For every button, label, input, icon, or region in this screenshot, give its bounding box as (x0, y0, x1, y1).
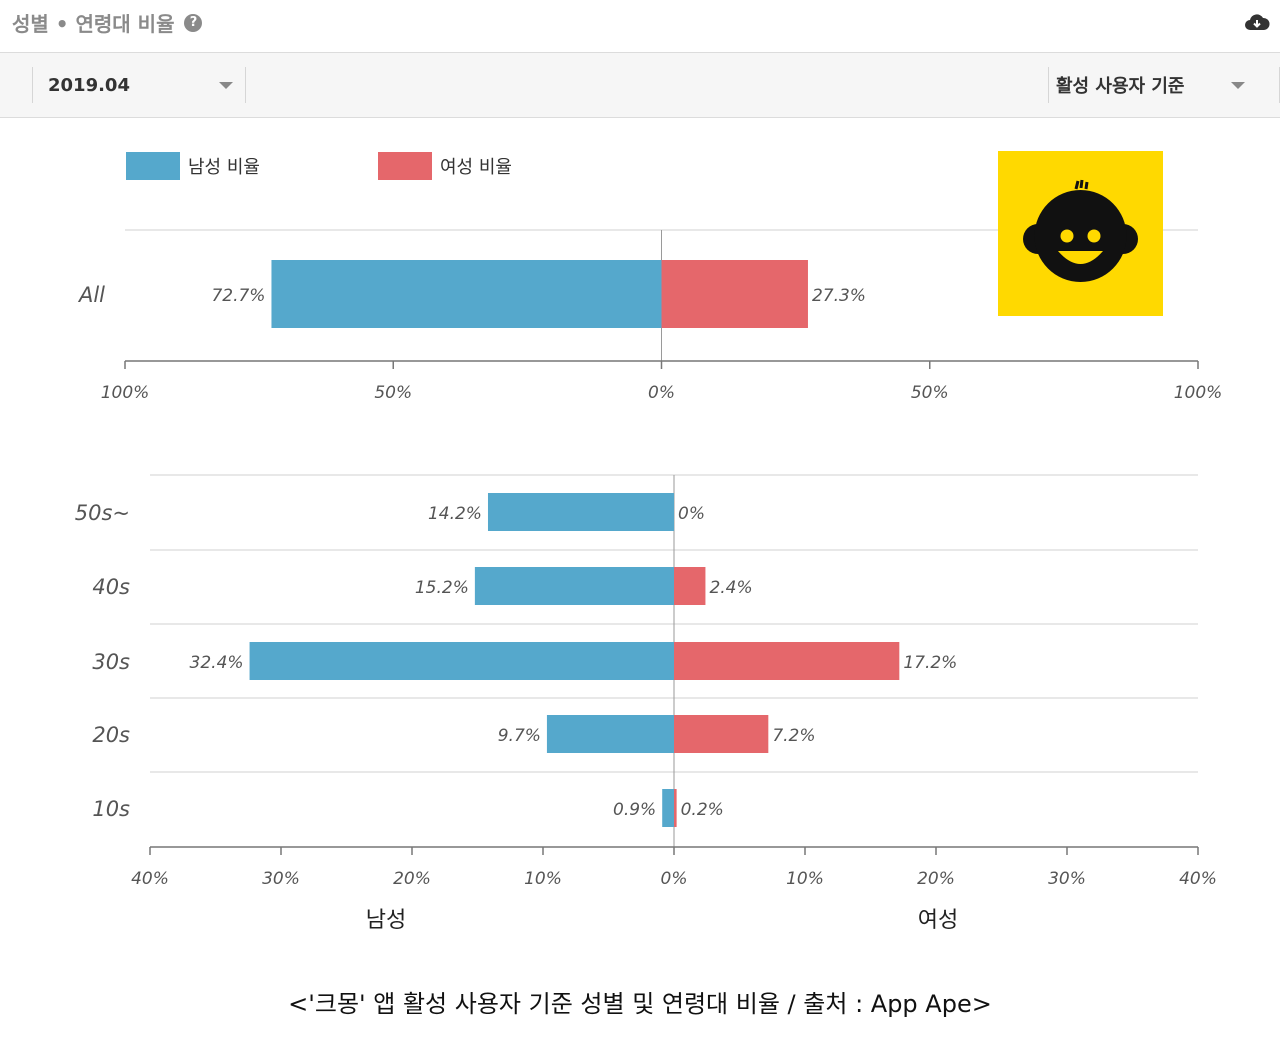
toolbar-divider (1048, 67, 1049, 103)
kmong-logo (998, 151, 1163, 316)
x-tick-label: 0% (648, 383, 675, 403)
bar-female (674, 642, 900, 680)
x-tick-label: 50% (374, 383, 412, 403)
category-label: 50s~ (75, 501, 130, 525)
bar-female (661, 260, 808, 328)
toolbar-divider (32, 67, 33, 103)
data-label-female: 27.3% (812, 286, 866, 306)
chevron-down-icon (1231, 82, 1245, 89)
category-label: 20s (92, 723, 130, 747)
figure-caption: <'크몽' 앱 활성 사용자 기준 성별 및 연령대 비율 / 출처 : App… (288, 990, 992, 1018)
panel-title: 성별 • 연령대 비율 ? (12, 8, 203, 37)
side-label: 여성 (918, 908, 958, 933)
bar-male (271, 260, 662, 328)
data-label-male: 72.7% (211, 286, 265, 306)
legend-label: 여성 비율 (440, 157, 512, 178)
bar-male (474, 567, 674, 605)
period-select-value: 2019.04 (48, 74, 130, 96)
x-tick-label: 30% (1048, 869, 1086, 889)
chevron-down-icon (219, 82, 233, 89)
category-label: 30s (92, 650, 130, 674)
data-label-female: 2.4% (709, 578, 752, 598)
data-label-female: 7.2% (772, 726, 815, 746)
side-label: 남성 (366, 908, 406, 933)
data-label-male: 15.2% (415, 578, 469, 598)
help-icon[interactable]: ? (184, 13, 203, 32)
data-label-female: 0% (678, 504, 705, 524)
data-label-female: 17.2% (903, 653, 957, 673)
bar-male (249, 642, 674, 680)
panel-title-text: 성별 • 연령대 비율 (12, 12, 175, 36)
category-label: 10s (92, 797, 130, 821)
bar-male (662, 789, 674, 827)
x-tick-label: 0% (661, 869, 688, 889)
legend-label: 남성 비율 (188, 157, 260, 178)
data-label-female: 0.2% (681, 800, 724, 820)
filter-toolbar: 2019.04 활성 사용자 기준 (0, 53, 1280, 118)
x-tick-label: 10% (786, 869, 824, 889)
panel-header: 성별 • 연령대 비율 ? (0, 0, 1280, 53)
bar-male (487, 493, 674, 531)
data-label-male: 9.7% (498, 726, 541, 746)
x-tick-label: 20% (917, 869, 955, 889)
data-label-male: 14.2% (428, 504, 482, 524)
category-label: All (77, 283, 105, 307)
x-tick-label: 100% (101, 383, 150, 403)
bar-female (674, 567, 706, 605)
x-tick-label: 40% (131, 869, 169, 889)
basis-select-value: 활성 사용자 기준 (1056, 76, 1185, 97)
period-select[interactable]: 2019.04 (48, 67, 238, 103)
cloud-download-icon[interactable] (1244, 12, 1270, 32)
legend-swatch-male (126, 152, 180, 180)
x-tick-label: 50% (911, 383, 949, 403)
toolbar-divider (245, 67, 246, 103)
gender-age-chart: 남성 비율 여성 비율 All 72.7% 27.3% 100% 50% 0% 50% 100% 5… (75, 152, 1223, 933)
basis-select[interactable]: 활성 사용자 기준 (1056, 67, 1256, 103)
category-label: 40s (92, 575, 130, 599)
x-tick-label: 20% (393, 869, 431, 889)
bar-female (674, 715, 769, 753)
x-tick-label: 100% (1174, 383, 1223, 403)
bar-female (674, 789, 677, 827)
x-tick-label: 10% (524, 869, 562, 889)
x-tick-label: 30% (262, 869, 300, 889)
bar-male (546, 715, 674, 753)
monkey-logo-icon (1023, 179, 1138, 282)
x-tick-label: 40% (1179, 869, 1217, 889)
legend-swatch-female (378, 152, 432, 180)
data-label-male: 0.9% (613, 800, 656, 820)
data-label-male: 32.4% (190, 653, 244, 673)
